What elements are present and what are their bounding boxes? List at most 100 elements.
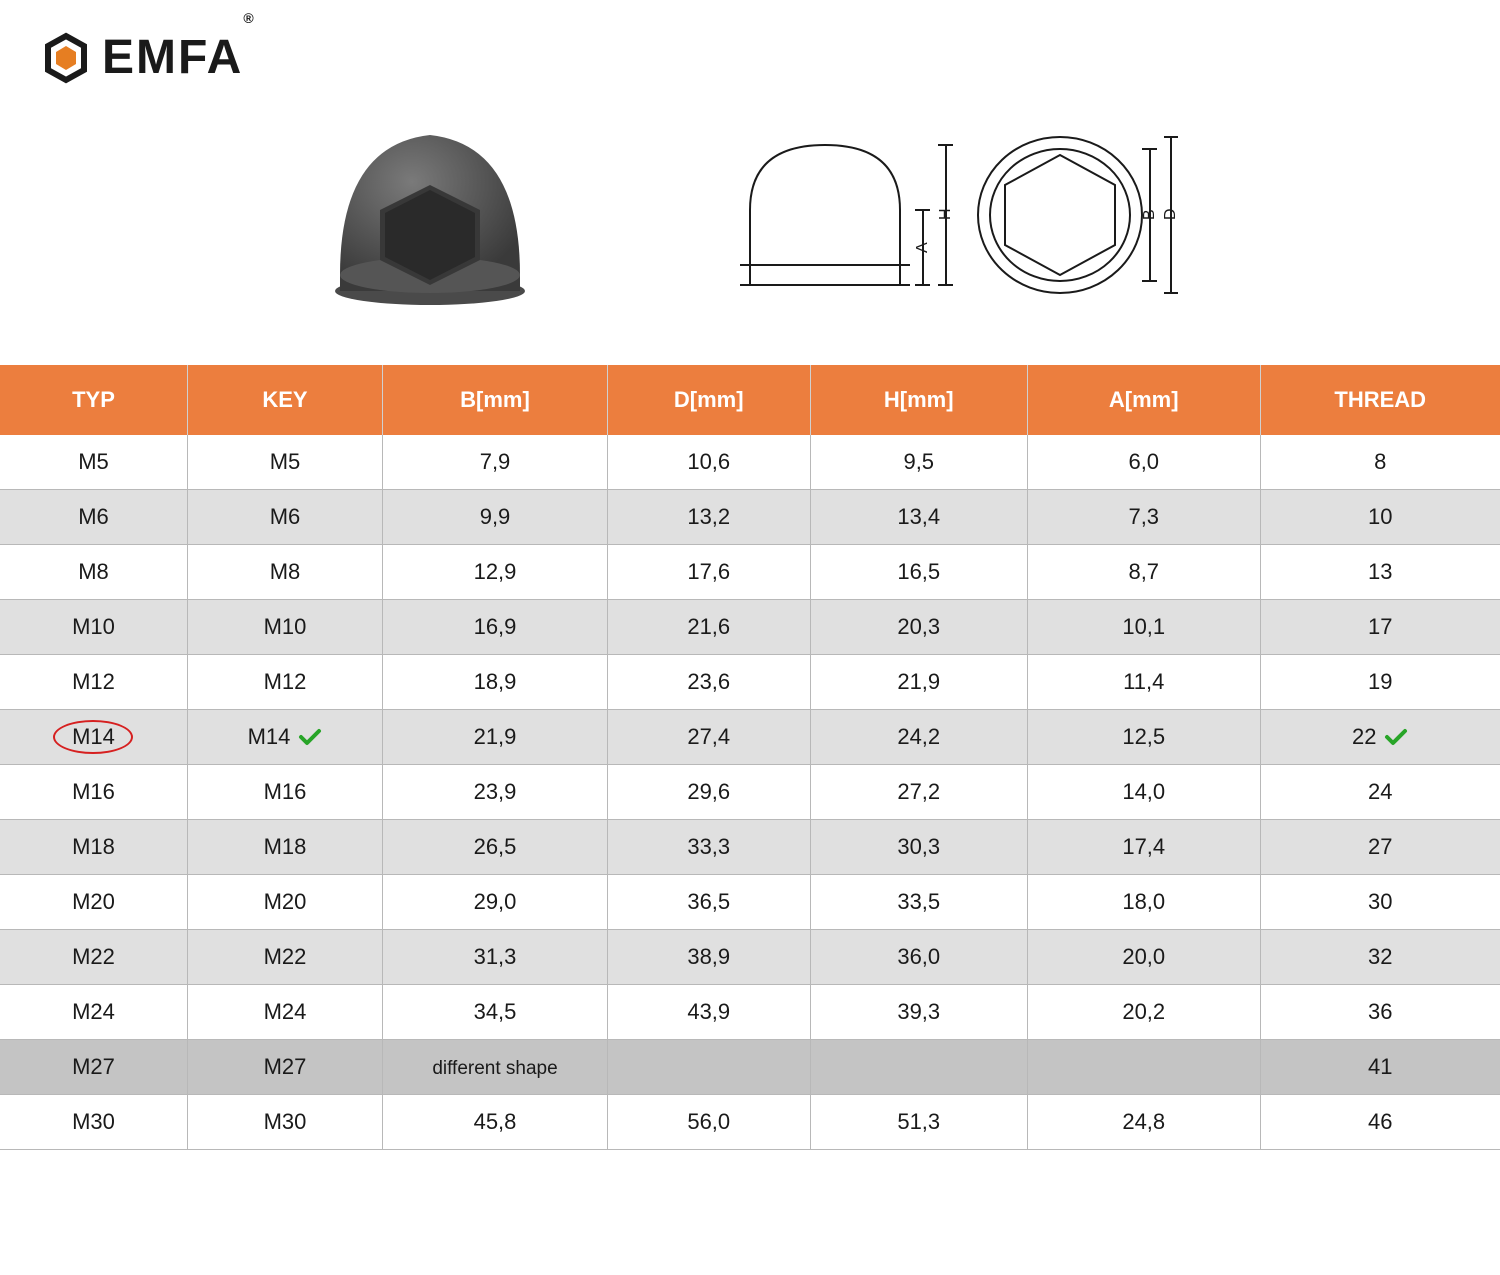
- table-cell: M6: [0, 490, 188, 545]
- table-cell: 10,6: [608, 435, 811, 490]
- cell-text: 11,4: [1123, 669, 1164, 695]
- cell-text: 18,0: [1122, 889, 1165, 915]
- logo-text: EMFA®: [102, 30, 256, 85]
- col-header: TYP: [0, 365, 188, 435]
- table-cell: 26,5: [383, 820, 608, 875]
- cell-text: M16: [72, 779, 115, 805]
- table-cell: M24: [188, 985, 383, 1040]
- table-row: M5M57,910,69,56,08: [0, 435, 1500, 490]
- table-cell: M22: [0, 930, 188, 985]
- cell-text: 20,2: [1122, 999, 1165, 1025]
- table-cell: 13,2: [608, 490, 811, 545]
- cell-text: M30: [264, 1109, 307, 1135]
- table-cell: 16,5: [810, 545, 1028, 600]
- logo: EMFA®: [40, 30, 256, 85]
- table-cell: 36: [1260, 985, 1500, 1040]
- table-cell: 29,6: [608, 765, 811, 820]
- cell-text: M20: [72, 889, 115, 915]
- table-cell: 9,9: [383, 490, 608, 545]
- cell-text: M5: [270, 449, 301, 475]
- table-cell: 30,3: [810, 820, 1028, 875]
- table-cell: 41: [1260, 1040, 1500, 1095]
- cell-text: 16,9: [474, 614, 517, 640]
- table-cell: M10: [0, 600, 188, 655]
- table-cell: 9,5: [810, 435, 1028, 490]
- cell-text: 8,7: [1128, 559, 1159, 585]
- table-cell: 22: [1260, 710, 1500, 765]
- cell-text: 13,2: [687, 504, 730, 530]
- cell-text: 21,6: [687, 614, 730, 640]
- col-header: THREAD: [1260, 365, 1500, 435]
- table-cell: 10: [1260, 490, 1500, 545]
- table-cell: M12: [188, 655, 383, 710]
- cell-text: 26,5: [474, 834, 517, 860]
- cell-text: 38,9: [687, 944, 730, 970]
- table-cell: 31,3: [383, 930, 608, 985]
- table-cell: 23,6: [608, 655, 811, 710]
- table-cell: 27: [1260, 820, 1500, 875]
- table-cell: 36,0: [810, 930, 1028, 985]
- cell-text: 19: [1368, 669, 1392, 695]
- table-row: M24M2434,543,939,320,236: [0, 985, 1500, 1040]
- col-header: A[mm]: [1028, 365, 1261, 435]
- cell-text: 27,4: [687, 724, 730, 750]
- table-cell: 43,9: [608, 985, 811, 1040]
- label-D: D: [1162, 208, 1179, 220]
- cell-text: 30,3: [897, 834, 940, 860]
- spec-table: TYPKEYB[mm]D[mm]H[mm]A[mm]THREAD M5M57,9…: [0, 365, 1500, 1150]
- table-row: M12M1218,923,621,911,419: [0, 655, 1500, 710]
- table-cell: 39,3: [810, 985, 1028, 1040]
- cell-text: 33,3: [687, 834, 730, 860]
- cell-text: M5: [78, 449, 109, 475]
- cell-text: 23,6: [687, 669, 730, 695]
- cell-text: 56,0: [687, 1109, 730, 1135]
- table-row: M18M1826,533,330,317,427: [0, 820, 1500, 875]
- cell-text: 9,5: [903, 449, 934, 475]
- table-cell: M20: [188, 875, 383, 930]
- cell-text: 41: [1368, 1054, 1392, 1080]
- cell-text: 6,0: [1128, 449, 1159, 475]
- cell-text: 32: [1368, 944, 1392, 970]
- table-cell: 7,9: [383, 435, 608, 490]
- table-cell: 18,9: [383, 655, 608, 710]
- table-cell: 29,0: [383, 875, 608, 930]
- cell-text: M27: [72, 1054, 115, 1080]
- table-cell: 10,1: [1028, 600, 1261, 655]
- table-cell: M22: [188, 930, 383, 985]
- cell-text: 13: [1368, 559, 1392, 585]
- cell-text: 45,8: [474, 1109, 517, 1135]
- cell-text: 24,2: [897, 724, 940, 750]
- table-cell: 51,3: [810, 1095, 1028, 1150]
- table-cell: M30: [0, 1095, 188, 1150]
- table-cell: 24,8: [1028, 1095, 1261, 1150]
- cell-text: different shape: [432, 1058, 557, 1080]
- cell-text: 36: [1368, 999, 1392, 1025]
- cell-text: 18,9: [474, 669, 517, 695]
- table-cell: 11,4: [1028, 655, 1261, 710]
- table-row: M8M812,917,616,58,713: [0, 545, 1500, 600]
- table-cell: 34,5: [383, 985, 608, 1040]
- cell-text: 22: [1352, 724, 1376, 750]
- cell-text: 36,0: [897, 944, 940, 970]
- cell-text: M8: [270, 559, 301, 585]
- table-cell: 17: [1260, 600, 1500, 655]
- cell-text: 27: [1368, 834, 1392, 860]
- table-cell: [810, 1040, 1028, 1095]
- table-cell: 46: [1260, 1095, 1500, 1150]
- table-cell: M18: [188, 820, 383, 875]
- table-cell: M14: [188, 710, 383, 765]
- table-cell: 13,4: [810, 490, 1028, 545]
- cell-text: 24: [1368, 779, 1392, 805]
- table-cell: 16,9: [383, 600, 608, 655]
- cell-text: 51,3: [897, 1109, 940, 1135]
- table-cell: M8: [188, 545, 383, 600]
- table-cell: 6,0: [1028, 435, 1261, 490]
- col-header: D[mm]: [608, 365, 811, 435]
- cell-text: 17,6: [687, 559, 730, 585]
- cell-text: 16,5: [897, 559, 940, 585]
- cell-text: M10: [264, 614, 307, 640]
- table-cell: 12,9: [383, 545, 608, 600]
- table-cell: M30: [188, 1095, 383, 1150]
- cell-text: M10: [72, 614, 115, 640]
- cell-text: 12,5: [1122, 724, 1165, 750]
